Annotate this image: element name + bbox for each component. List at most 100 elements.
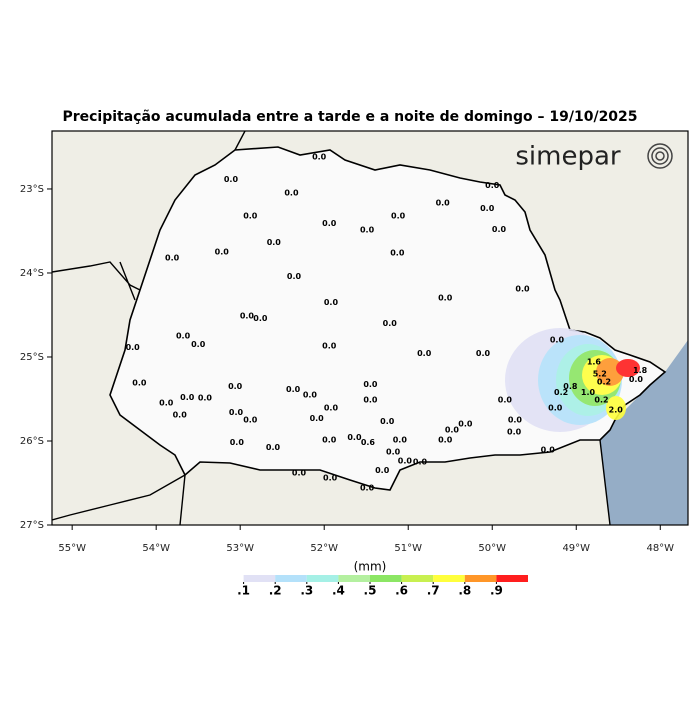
station-value: 0.0 xyxy=(390,248,405,257)
borders xyxy=(52,131,611,525)
y-tick-label: 27°S xyxy=(20,520,44,531)
colorbar-box xyxy=(338,575,370,582)
station-value: 0.0 xyxy=(324,404,339,413)
station-value: 0.6 xyxy=(361,438,376,447)
colorbar-label: (mm) xyxy=(354,560,387,574)
colorbar-tick-label: .5 xyxy=(364,584,377,598)
station-value: 0.0 xyxy=(550,336,565,345)
station-value: 0.0 xyxy=(180,393,195,402)
station-value: 5.2 xyxy=(593,369,607,378)
colorbar-tick-label: .9 xyxy=(490,584,503,598)
station-value: 0.2 xyxy=(597,378,611,387)
colorbar-tick-label: .7 xyxy=(427,584,440,598)
station-value: 0.0 xyxy=(229,408,244,417)
station-value: 0.0 xyxy=(292,468,307,477)
station-value: 0.2 xyxy=(594,395,608,404)
station-value: 0.0 xyxy=(445,426,460,435)
station-value: 0.0 xyxy=(548,404,563,413)
station-value: 0.2 xyxy=(554,388,568,397)
station-value: 0.0 xyxy=(165,253,180,262)
colorbar-box xyxy=(275,575,307,582)
station-value: 0.0 xyxy=(286,385,301,394)
logo-icon xyxy=(647,143,673,169)
station-value: 0.0 xyxy=(191,340,206,349)
station-value: 0.0 xyxy=(438,436,453,445)
y-tick-label: 25°S xyxy=(20,352,44,363)
map-area: 0.00.00.00.00.00.00.00.00.00.00.00.00.00… xyxy=(52,131,688,525)
station-value: 0.0 xyxy=(438,294,453,303)
station-value: 0.0 xyxy=(360,226,375,235)
y-tick-label: 24°S xyxy=(20,268,44,279)
station-value: 0.0 xyxy=(393,436,408,445)
station-value: 0.0 xyxy=(507,427,522,436)
station-value: 0.0 xyxy=(322,219,337,228)
station-value: 0.0 xyxy=(363,380,378,389)
station-value: 0.0 xyxy=(383,319,398,328)
station-value: 0.0 xyxy=(413,457,428,466)
colorbar-tick-label: .8 xyxy=(458,584,471,598)
x-tick-label: 52°W xyxy=(310,543,338,554)
station-value: 0.0 xyxy=(243,211,258,220)
colorbar-tick-label: .6 xyxy=(395,584,408,598)
station-value: 0.0 xyxy=(132,379,147,388)
map-frame xyxy=(51,130,689,526)
colorbar: .1 .2 .3 .4 .5 .6 .7 .8 .9 xyxy=(212,575,528,598)
station-value: 0.0 xyxy=(266,443,281,452)
x-tick-label: 50°W xyxy=(478,543,506,554)
station-value: 0.0 xyxy=(436,199,451,208)
colorbar-tick-label: .4 xyxy=(332,584,345,598)
station-value: 1.0 xyxy=(581,388,596,397)
title: Precipitação acumulada entre a tarde e a… xyxy=(62,109,637,125)
station-value: 0.0 xyxy=(243,415,258,424)
station-value: 0.0 xyxy=(126,343,141,352)
station-value: 0.0 xyxy=(347,433,362,442)
station-value: 0.0 xyxy=(322,342,337,351)
colorbar-tick-label: .3 xyxy=(300,584,313,598)
colorbar-box xyxy=(496,575,528,582)
station-value: 0.0 xyxy=(323,473,338,482)
x-tick-label: 49°W xyxy=(562,543,590,554)
station-labels: 0.00.00.00.00.00.00.00.00.00.00.00.00.00… xyxy=(126,153,648,493)
station-value: 0.8 xyxy=(563,382,578,391)
colorbar-box xyxy=(212,575,244,582)
station-value: 0.0 xyxy=(417,349,432,358)
station-value: 0.0 xyxy=(322,436,337,445)
station-value: 0.0 xyxy=(375,466,390,475)
x-tick-label: 48°W xyxy=(646,543,674,554)
precip-shading xyxy=(505,328,640,432)
station-value: 2.0 xyxy=(609,405,624,414)
station-value: 0.0 xyxy=(458,420,473,429)
station-value: 0.0 xyxy=(363,395,378,404)
colorbar-tick-label: .2 xyxy=(269,584,282,598)
station-value: 0.0 xyxy=(240,311,255,320)
station-value: 0.0 xyxy=(228,382,243,391)
station-value: 0.0 xyxy=(198,394,213,403)
station-value: 0.0 xyxy=(485,181,500,190)
x-tick-label: 53°W xyxy=(226,543,254,554)
y-tick-label: 26°S xyxy=(20,436,44,447)
station-value: 0.0 xyxy=(224,175,239,184)
station-value: 0.0 xyxy=(253,314,268,323)
y-tick-label: 23°S xyxy=(20,184,44,195)
station-value: 0.0 xyxy=(515,284,530,293)
colorbar-box xyxy=(433,575,465,582)
station-value: 0.0 xyxy=(508,415,523,424)
colorbar-box xyxy=(370,575,402,582)
station-value: 0.0 xyxy=(498,395,513,404)
station-value: 0.0 xyxy=(215,247,230,256)
x-tick-label: 51°W xyxy=(394,543,422,554)
station-value: 0.0 xyxy=(176,331,191,340)
station-value: 0.0 xyxy=(230,438,245,447)
station-value: 0.0 xyxy=(324,298,339,307)
station-value: 0.0 xyxy=(386,447,401,456)
station-value: 1.6 xyxy=(587,358,602,367)
station-value: 0.0 xyxy=(159,399,174,408)
station-value: 0.0 xyxy=(476,349,491,358)
station-value: 1.8 xyxy=(633,366,648,375)
station-value: 0.0 xyxy=(360,484,375,493)
station-value: 0.0 xyxy=(391,211,406,220)
station-value: 0.0 xyxy=(312,153,327,162)
colorbar-box xyxy=(243,575,276,582)
